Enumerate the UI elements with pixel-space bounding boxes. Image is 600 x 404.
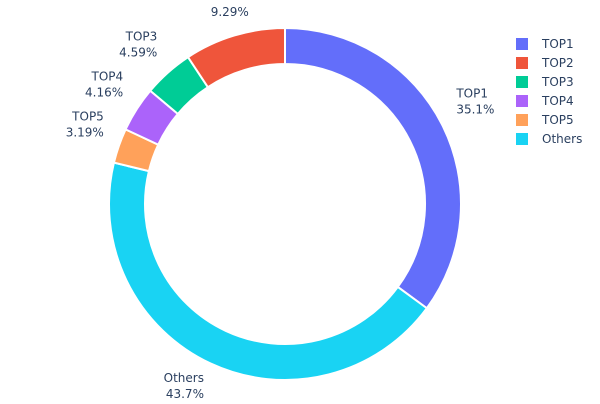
legend-swatch: [516, 57, 528, 69]
legend-item-others[interactable]: Others: [516, 132, 582, 146]
slice-label-top5: TOP5 3.19%: [66, 109, 104, 139]
legend-item-top1[interactable]: TOP1: [516, 37, 574, 51]
slice-others[interactable]: [108, 161, 429, 381]
legend-swatch: [516, 38, 528, 50]
legend-swatch: [516, 114, 528, 126]
slice-label-top4: TOP4 4.16%: [85, 70, 123, 100]
legend-label: TOP4: [541, 94, 574, 108]
slice-label-top3: TOP3 4.59%: [119, 30, 157, 60]
legend-label: TOP2: [541, 56, 574, 70]
legend-swatch: [516, 133, 528, 145]
slice-label-top1: TOP1 35.1%: [455, 86, 494, 116]
legend-label: Others: [542, 132, 582, 146]
slice-top1[interactable]: [284, 26, 462, 310]
legend-swatch: [516, 76, 528, 88]
slice-top2[interactable]: [186, 26, 286, 89]
legend-item-top2[interactable]: TOP2: [516, 56, 574, 70]
slice-label-top2: TOP29.29%: [211, 0, 249, 19]
legend-swatch: [516, 95, 528, 107]
legend-label: TOP3: [541, 75, 574, 89]
legend-item-top4[interactable]: TOP4: [516, 94, 574, 108]
legend-item-top3[interactable]: TOP3: [516, 75, 574, 89]
legend-item-top5[interactable]: TOP5: [516, 113, 574, 127]
legend-label: TOP5: [541, 113, 574, 127]
legend-label: TOP1: [541, 37, 574, 51]
slice-label-others: Others 43.7%: [164, 371, 204, 400]
